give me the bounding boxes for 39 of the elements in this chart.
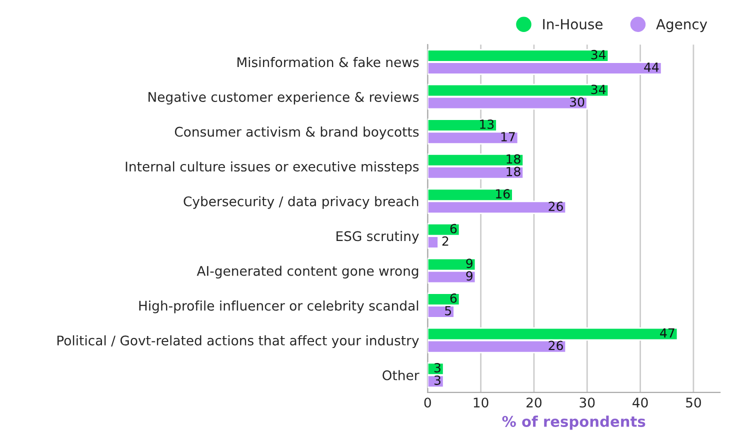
y-tick-label: Political / Govt-related actions that affect your industry	[57, 335, 419, 348]
data-label: 26	[548, 340, 563, 350]
y-tick-label: Internal culture issues or executive missteps	[126, 161, 419, 174]
data-label: 34	[591, 50, 606, 60]
data-label: 6	[450, 293, 457, 303]
data-label: 30	[570, 97, 584, 107]
data-label: 9	[466, 258, 472, 268]
data-label: 17	[501, 132, 515, 142]
x-tick-label: 20	[526, 398, 542, 408]
x-tick-label: 10	[474, 398, 488, 408]
data-label: 2	[442, 236, 448, 246]
x-axis-title: % of respondents	[502, 416, 646, 430]
data-label: 3	[434, 376, 440, 385]
data-label: 34	[591, 84, 606, 94]
data-label: 44	[644, 62, 659, 72]
data-label: 47	[660, 328, 674, 338]
data-label: 6	[450, 224, 457, 234]
x-tick-label: 50	[686, 398, 701, 408]
y-tick-label: Negative customer experience & reviews	[148, 92, 419, 105]
data-label: 26	[548, 202, 563, 212]
y-tick-label: AI-generated content gone wrong	[196, 266, 418, 278]
data-label: 18	[506, 166, 520, 176]
data-label: 16	[496, 189, 510, 199]
legend-label: In-House	[543, 19, 602, 30]
data-label: 5	[445, 306, 451, 316]
data-label: 18	[506, 154, 520, 164]
data-label: 3	[434, 362, 440, 372]
data-label: 13	[480, 119, 494, 129]
y-tick-label: Misinformation & fake news	[237, 56, 419, 68]
legend-label: Agency	[656, 19, 708, 32]
x-tick-label: 30	[580, 398, 595, 408]
y-tick-label: ESG scrutiny	[336, 230, 419, 244]
y-tick-label: High-profile influencer or celebrity scandal	[139, 300, 418, 314]
y-tick-label: Consumer activism & brand boycotts	[174, 126, 419, 140]
y-tick-label: Other	[382, 370, 420, 380]
x-tick-label: 0	[424, 398, 431, 408]
x-tick-label: 40	[632, 398, 648, 408]
data-label: 9	[466, 271, 472, 281]
y-tick-label: Cybersecurity / data privacy breach	[184, 196, 418, 209]
